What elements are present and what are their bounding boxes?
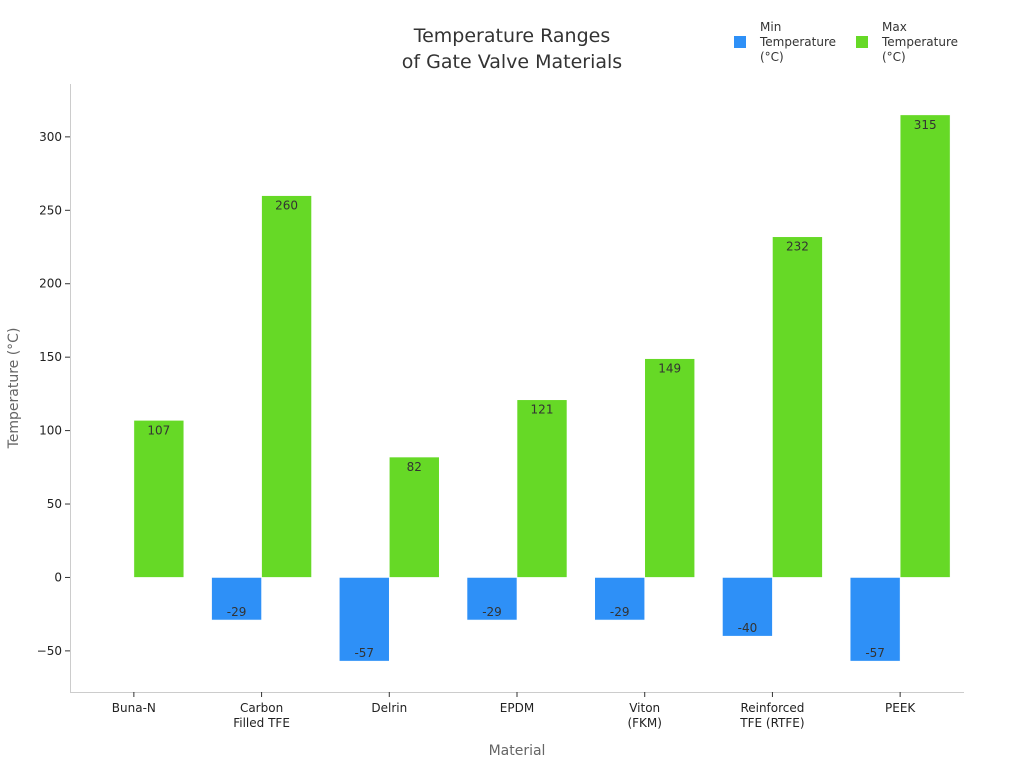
max-value-label-3: 121 bbox=[531, 403, 554, 417]
legend-swatch-max bbox=[856, 36, 868, 48]
x-tick-label: Reinforced bbox=[740, 701, 804, 715]
y-tick-label: 250 bbox=[39, 203, 62, 217]
min-value-label-2: -57 bbox=[354, 646, 374, 660]
max-bar-6 bbox=[899, 114, 951, 578]
x-tick-label: Viton bbox=[629, 701, 660, 715]
min-bar-1 bbox=[211, 577, 262, 621]
y-axis-ticks: −50 0 50 100 150 200 250 300 bbox=[37, 130, 70, 658]
x-axis-label: Material bbox=[489, 743, 546, 759]
y-axis-label: Temperature (°C) bbox=[6, 328, 22, 450]
max-bar-1 bbox=[261, 195, 312, 578]
legend-label-max-1: Max bbox=[882, 20, 907, 34]
y-tick-label: 0 bbox=[54, 570, 62, 584]
min-value-label-6: -57 bbox=[865, 646, 885, 660]
legend-label-min-2: Temperature bbox=[759, 35, 836, 49]
max-value-label-0: 107 bbox=[147, 423, 170, 437]
min-bar-5 bbox=[722, 577, 773, 637]
chart-title-line-2: of Gate Valve Materials bbox=[402, 51, 622, 73]
bars bbox=[133, 114, 951, 662]
max-bar-0 bbox=[133, 420, 185, 578]
x-tick-label: Buna-N bbox=[112, 701, 156, 715]
chart-title-line-1: Temperature Ranges bbox=[413, 25, 611, 47]
chart-title: Temperature Ranges of Gate Valve Materia… bbox=[402, 25, 622, 73]
legend-label-min-3: (°C) bbox=[760, 50, 784, 64]
min-value-label-5: -40 bbox=[738, 621, 758, 635]
y-tick-label: 200 bbox=[39, 277, 62, 291]
max-bar-2 bbox=[388, 456, 440, 578]
x-tick-label: EPDM bbox=[500, 701, 534, 715]
legend-swatch-min bbox=[734, 36, 746, 48]
max-value-label-6: 315 bbox=[914, 118, 937, 132]
x-tick-label: TFE (RTFE) bbox=[739, 716, 804, 730]
y-tick-label: −50 bbox=[37, 644, 62, 658]
max-bar-5 bbox=[772, 236, 823, 578]
x-tick-label: Delrin bbox=[371, 701, 407, 715]
y-tick-label: 300 bbox=[39, 130, 62, 144]
x-tick-label: PEEK bbox=[885, 701, 916, 715]
legend-label-max-3: (°C) bbox=[882, 50, 906, 64]
max-bar-3 bbox=[516, 399, 568, 578]
x-tick-label: Filled TFE bbox=[233, 716, 290, 730]
max-value-label-2: 82 bbox=[407, 460, 422, 474]
min-bar-4 bbox=[594, 577, 646, 621]
y-tick-label: 50 bbox=[47, 497, 62, 511]
bar-labels: 107 -29 260 -57 82 -29 121 -29 149 -40 232 -57 315 bbox=[147, 118, 936, 660]
y-tick-label: 150 bbox=[39, 350, 62, 364]
x-tick-label: Carbon bbox=[240, 701, 283, 715]
min-bar-6 bbox=[849, 577, 901, 662]
legend: Min Temperature (°C) Max Temperature (°C… bbox=[734, 20, 958, 64]
min-value-label-1: -29 bbox=[227, 605, 247, 619]
x-tick-label: (FKM) bbox=[627, 716, 662, 730]
max-bar-4 bbox=[644, 358, 696, 578]
max-value-label-1: 260 bbox=[275, 199, 298, 213]
min-value-label-3: -29 bbox=[482, 605, 502, 619]
y-tick-label: 100 bbox=[39, 424, 62, 438]
max-value-label-4: 149 bbox=[658, 362, 681, 376]
min-bar-2 bbox=[338, 577, 390, 662]
legend-label-max-2: Temperature bbox=[881, 35, 958, 49]
max-value-label-5: 232 bbox=[786, 240, 809, 254]
min-value-label-4: -29 bbox=[610, 605, 630, 619]
min-bar-3 bbox=[466, 577, 518, 621]
legend-label-min-1: Min bbox=[760, 20, 781, 34]
